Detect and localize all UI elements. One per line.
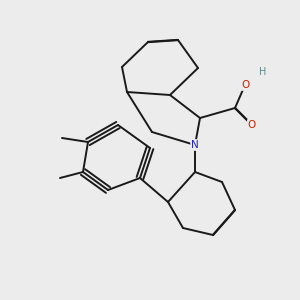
Text: N: N [191, 140, 199, 150]
Text: O: O [248, 120, 256, 130]
Text: H: H [259, 67, 267, 77]
Text: O: O [241, 80, 249, 90]
